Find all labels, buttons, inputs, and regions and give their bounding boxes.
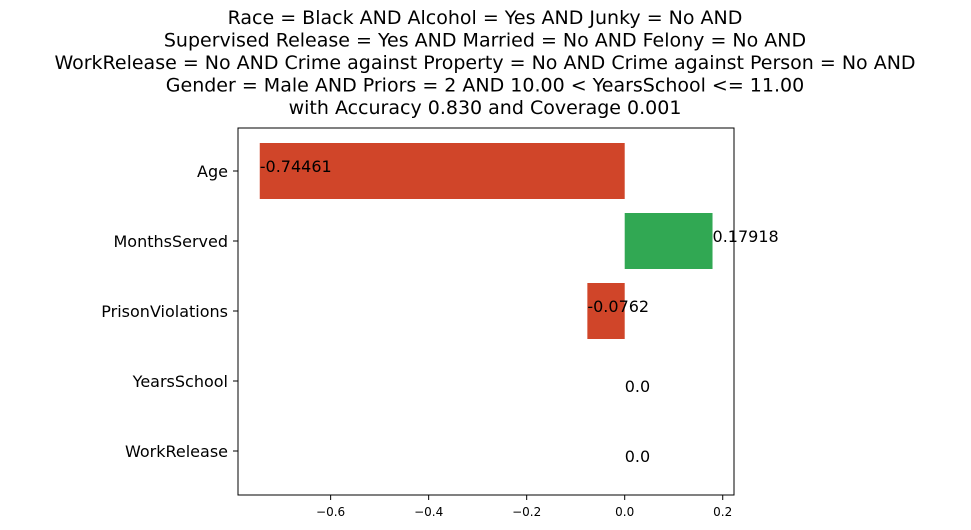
chart-title-line: Gender = Male AND Priors = 2 AND 10.00 <… xyxy=(166,75,804,97)
x-tick-label: −0.2 xyxy=(512,505,541,519)
data-label: 0.0 xyxy=(625,377,650,396)
plot-frame xyxy=(237,127,735,496)
data-label: -0.0762 xyxy=(587,297,649,316)
y-tick-label: YearsSchool xyxy=(132,372,228,391)
bar xyxy=(587,283,625,339)
data-label: 0.0 xyxy=(625,447,650,466)
x-tick-label: 0.2 xyxy=(713,505,732,519)
chart-title-line: Race = Black AND Alcohol = Yes AND Junky… xyxy=(228,7,743,29)
bar xyxy=(624,213,713,269)
data-label: -0.74461 xyxy=(260,157,332,176)
bars xyxy=(259,143,713,339)
chart-title-line: with Accuracy 0.830 and Coverage 0.001 xyxy=(289,97,682,119)
x-tick-label: 0.0 xyxy=(615,505,634,519)
y-tick-label: MonthsServed xyxy=(113,232,228,251)
bar xyxy=(259,143,625,199)
y-tick-label: PrisonViolations xyxy=(101,302,228,321)
y-tick-label: WorkRelease xyxy=(125,442,228,461)
chart-title-line: Supervised Release = Yes AND Married = N… xyxy=(164,30,806,52)
x-tick-label: −0.6 xyxy=(316,505,345,519)
x-axis-ticks: −0.6 −0.4 −0.2 0.0 0.2 xyxy=(316,495,732,519)
data-labels: -0.74461 0.17918 -0.0762 0.0 0.0 xyxy=(260,157,779,466)
x-tick-label: −0.4 xyxy=(414,505,443,519)
y-tick-label: Age xyxy=(197,162,228,181)
chart-title: Race = Black AND Alcohol = Yes AND Junky… xyxy=(54,7,915,119)
data-label: 0.17918 xyxy=(713,227,779,246)
y-axis-ticks: Age MonthsServed PrisonViolations YearsScho… xyxy=(101,162,238,461)
chart-title-line: WorkRelease = No AND Crime against Prope… xyxy=(54,52,915,74)
